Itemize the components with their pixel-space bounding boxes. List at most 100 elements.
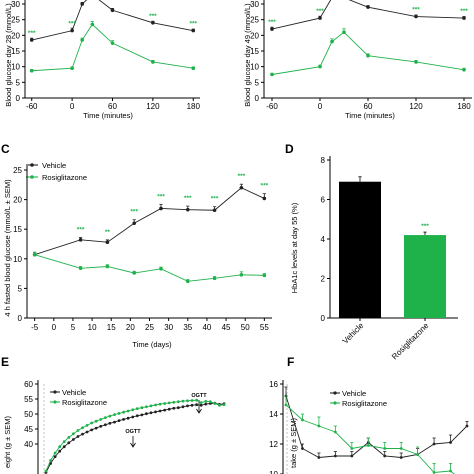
panel-e-vehicle-point-21	[140, 413, 144, 417]
panel-c-xtick-label-9: 40	[202, 323, 211, 332]
panel-e-rosi-point-31	[186, 399, 189, 403]
panel-b-rosi-point-3	[342, 30, 346, 34]
panel-e-rosi-point-4	[62, 440, 66, 443]
panel-e-rosi-point-15	[113, 413, 116, 416]
legend-c-vehicle-marker	[30, 163, 34, 167]
panel-c-xtick-label-4: 15	[107, 323, 116, 332]
panel-e-rosi-point-38	[218, 403, 221, 407]
panel-b-xtick-label-2: 60	[364, 102, 373, 111]
panel-b-rosi-line	[271, 31, 465, 75]
legend-panel-f: Vehicle Rosiglitazone	[330, 389, 387, 408]
panel-e-rosi-point-6	[71, 432, 75, 436]
panel-c-vehicle-point-2	[105, 240, 110, 245]
panel-e-rosi-point-19	[131, 408, 135, 412]
panel-c-rosi-point-7	[239, 272, 244, 277]
panel-f-rosi-point-5	[366, 444, 370, 447]
panel-a-rosi-point-1	[70, 66, 74, 71]
panel-e-vehicle-point-23	[149, 411, 153, 415]
panel-f-vehicle-line	[285, 395, 468, 458]
panel-e-rosi-point-35	[204, 400, 208, 403]
panel-c-sig-7: ***	[261, 183, 269, 190]
panel-f-rosi-point-0	[284, 403, 288, 407]
legend-c-rosi-label: Rosiglitazone	[42, 173, 87, 182]
panel-c-vehicle-point-7	[239, 185, 244, 190]
panel-e-rosi-point-22	[145, 405, 148, 409]
legend-e-vehicle-label: Vehicle	[62, 388, 86, 397]
panel-b-ytick-label-2: 10	[250, 63, 259, 72]
panel-e-vehicle-point-34	[199, 403, 203, 407]
panel-e-rosi-point-28	[172, 400, 176, 404]
panel-e-vehicle-point-10	[90, 428, 94, 432]
panel-c-vehicle-point-8	[262, 196, 267, 201]
panel-e-rosi-point-29	[176, 400, 180, 404]
panel-a-vehicle-point-5	[151, 21, 155, 25]
panel-b-vehicle-point-5	[414, 14, 418, 19]
panel-f-ytick-label-0: 10	[269, 470, 278, 474]
legend-e-rosi-marker	[53, 400, 57, 404]
legend-f-rosi-label: Rosiglitazone	[342, 399, 387, 408]
panel-a-rosi-point-4	[110, 41, 115, 45]
panel-c-ylabel: 4 h fasted blood glucose (mmol/L ± SEM)	[3, 179, 12, 317]
panel-f-vehicle-point-3	[333, 454, 337, 458]
panel-b-rosi-point-4	[366, 53, 370, 58]
panel-b-ytick-label-4: 20	[250, 31, 259, 40]
panel-e-rosi-point-2	[53, 451, 57, 455]
panel-f-rosi-point-6	[383, 447, 387, 450]
panel-c-xtick-label-10: 45	[222, 323, 231, 332]
panel-e-vehicle-point-28	[172, 406, 176, 410]
panel-c-sig-2: ***	[130, 209, 138, 216]
panel-e-rosi-point-32	[190, 399, 194, 402]
panel-c-rosi-point-3	[132, 271, 136, 275]
panel-e-vehicle-point-20	[135, 414, 139, 418]
panel-e-rosi-point-17	[122, 410, 125, 414]
panel-f-ytick-label-2: 14	[269, 410, 278, 419]
panel-e-rosi-point-27	[167, 401, 171, 405]
legend-c-rosi-marker	[30, 175, 34, 179]
ogtt-label-2: OGTT	[191, 393, 207, 399]
panel-e-ytick-label-3: 55	[24, 395, 33, 404]
panel-f-rosi-point-4	[350, 447, 354, 450]
panel-d-sig: ***	[421, 223, 429, 230]
panel-e-vehicle-point-33	[195, 403, 199, 407]
panel-e-rosi-point-11	[94, 419, 98, 423]
legend-f-vehicle-marker	[333, 391, 337, 395]
panel-c-rosi-point-2	[105, 264, 110, 269]
panel-f-ytick-label-1: 12	[269, 440, 278, 449]
panel-c-vehicle-point-1	[78, 238, 83, 242]
panel-b-ytick-label-6: 30	[250, 0, 259, 9]
panel-b-ylabel: Blood glucose day 49 (mmol/L)	[243, 3, 252, 107]
legend-c-vehicle-label: Vehicle	[42, 161, 66, 170]
panel-b-xlabel: Time (minutes)	[345, 111, 395, 120]
panel-e-rosi-point-5	[67, 436, 71, 439]
panel-a-sig-4: ***	[189, 21, 197, 28]
panel-c-sig-6: ***	[238, 173, 246, 180]
panel-b-xtick-label-3: 120	[409, 102, 423, 111]
panel-a-vehicle-point-1	[70, 28, 74, 33]
panel-c-xtick-label-6: 25	[145, 323, 154, 332]
panel-f-vehicle-point-4	[350, 454, 354, 458]
panel-c-sig-3: ***	[157, 193, 165, 200]
ogtt-arrowhead-2	[196, 408, 202, 414]
panel-b-rosi-point-6	[462, 68, 466, 72]
panel-b-xtick-label-4: 180	[457, 102, 471, 111]
panel-letter-c: C	[1, 142, 10, 156]
panel-d-ytick-label-4: 8	[321, 156, 326, 165]
panel-f-rosi-point-3	[333, 430, 337, 434]
panel-e-rosi-point-30	[181, 399, 185, 403]
panel-f-vehicle-point-7	[399, 456, 403, 459]
panel-a-ytick-label-2: 10	[11, 63, 20, 72]
panel-f-rosi-point-10	[449, 469, 452, 473]
panel-e-vehicle-point-30	[181, 405, 185, 409]
panel-c-xtick-label-11: 50	[241, 323, 250, 332]
panel-e-vehicle-point-16	[117, 419, 121, 422]
panel-a-ylabel: Blood glucose day 28 (mmol/L)	[4, 3, 13, 107]
panel-e-rosi-point-21	[140, 406, 144, 410]
panel-e-vehicle-point-31	[186, 404, 189, 408]
panel-c-rosi-point-0	[32, 252, 37, 257]
panel-e-vehicle-point-12	[99, 424, 103, 428]
panel-f-rosi-point-9	[432, 471, 436, 474]
panel-a-xtick-label-1: 0	[70, 102, 75, 111]
panel-b-rosi-point-0	[270, 72, 274, 77]
panel-e-vehicle-point-7	[76, 435, 80, 438]
